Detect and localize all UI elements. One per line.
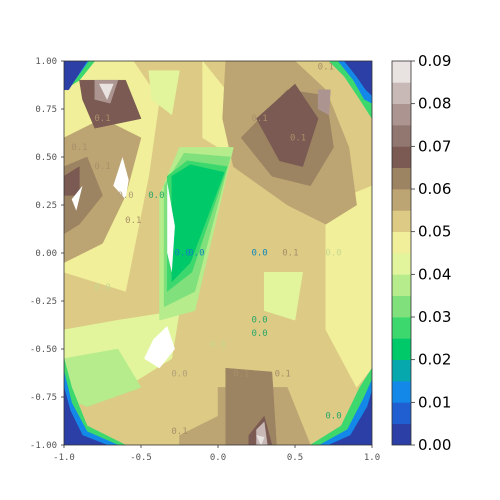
contour-label-4: 0.1 [125,216,141,226]
contour-region-15 [256,83,319,167]
contour-label-6: 0.0 [148,191,164,201]
contour-region-5 [148,70,180,116]
contour-label-21: 0.0 [325,412,341,422]
blank-region-1 [113,157,129,200]
contour-label-0: 0.1 [71,143,87,153]
contour-region-38 [64,387,108,445]
x-tick-label-4: 1.0 [364,453,380,463]
colorbar-band-16 [392,82,411,104]
y-tick-label-1: 0.75 [35,105,57,115]
x-axis: -1.0 -0.5 0.0 0.5 1.0 [53,445,380,463]
colorbar-band-7 [392,274,411,296]
contour-label-17: 0.0 [210,341,226,351]
contour-label-1: 0.1 [94,114,110,124]
x-tick-label-3: 0.5 [287,453,303,463]
contour-labels: 0.10.10.10.00.10.00.00.00.0 0.0 0.1 0.00.10… [71,62,341,437]
colorbar-band-17 [392,61,411,83]
contour-label-18: 0.0 [171,370,187,380]
colorbar-band-15 [392,103,411,126]
x-tick-label-2: 0.0 [210,453,226,463]
colorbar-band-1 [392,402,411,424]
colorbar-band-10 [392,210,411,232]
contour-label-14: 0.1 [318,62,334,72]
contour-region-6 [263,271,303,321]
colorbar-axis: 0.09 0.08 0.07 0.06 0.05 0.04 0.03 0.02 0.01 0.00 [411,52,451,454]
contour-region-7 [64,348,142,407]
contour-label-7: 0.0 [174,249,190,259]
contour-label-5: 0.0 [94,283,110,293]
contour-label-16: 0.0 [251,329,267,339]
colorbar-tick-label-5: 0.04 [418,265,451,283]
contour-label-12: 0.1 [251,114,267,124]
x-tick-label-1: -0.5 [130,453,152,463]
y-tick-label-5: -0.25 [30,297,57,307]
contour-region-11 [179,415,219,445]
colorbar [392,61,411,445]
colorbar-tick-label-1: 0.08 [418,95,451,113]
x-tick-label-0: -1.0 [53,453,75,463]
contour-region-40 [64,61,88,91]
contour-region-36 [343,61,372,96]
contour-label-13: 0.1 [290,133,306,143]
contour-region-39 [328,391,372,445]
colorbar-tick-label-8: 0.01 [418,393,451,411]
blank-region-2 [167,182,175,273]
y-tick-label-3: 0.25 [35,201,57,211]
colorbar-band-9 [392,231,411,254]
colorbar-band-6 [392,295,411,318]
colorbar-tick-label-9: 0.00 [418,436,451,454]
colorbar-band-5 [392,317,411,339]
colorbar-band-13 [392,146,411,168]
colorbar-band-11 [392,189,411,211]
y-tick-label-2: 0.50 [35,153,57,163]
colorbar-tick-label-3: 0.06 [418,180,451,198]
y-tick-label-8: -1.00 [30,441,57,451]
contour-label-15: 0.0 [251,316,267,326]
y-tick-label-0: 1.00 [35,57,57,67]
contour-label-20: 0.1 [275,370,291,380]
colorbar-band-2 [392,381,411,403]
contour-label-19: 0.1 [233,370,249,380]
contour-region-20 [317,89,331,116]
colorbar-band-3 [392,359,411,382]
colorbar-frame [391,60,412,446]
y-axis: 1.00 0.75 0.50 0.25 0.00 -0.25 -0.50 -0.75 -1.00 [30,57,64,451]
colorbar-band-12 [392,167,411,190]
contour-label-11: 0.0 [325,249,341,259]
contour-region-22 [98,83,114,101]
colorbar-band-4 [392,338,411,360]
colorbar-tick-label-4: 0.05 [418,223,451,241]
colorbar-band-14 [392,125,411,147]
plot-area [64,61,372,445]
contour-label-9: 0.0 [251,249,267,259]
y-tick-label-7: -0.75 [30,393,57,403]
colorbar-band-8 [392,253,411,275]
colorbar-tick-label-2: 0.07 [418,137,451,155]
colorbar-tick-label-6: 0.03 [418,308,451,326]
contour-label-10: 0.1 [282,249,298,259]
contour-label-22: 0.1 [171,427,187,437]
blank-region-3 [71,185,83,211]
contour-label-8: 0.0 [188,249,204,259]
contour-label-3: 0.0 [117,191,133,201]
colorbar-band-0 [392,423,411,445]
y-tick-label-4: 0.00 [35,249,57,259]
y-tick-label-6: -0.50 [30,345,57,355]
contour-region-23 [256,435,265,445]
contour-label-2: 0.1 [94,162,110,172]
blank-region-0 [144,326,175,369]
colorbar-tick-label-7: 0.02 [418,351,451,369]
colorbar-tick-label-0: 0.09 [418,52,451,70]
